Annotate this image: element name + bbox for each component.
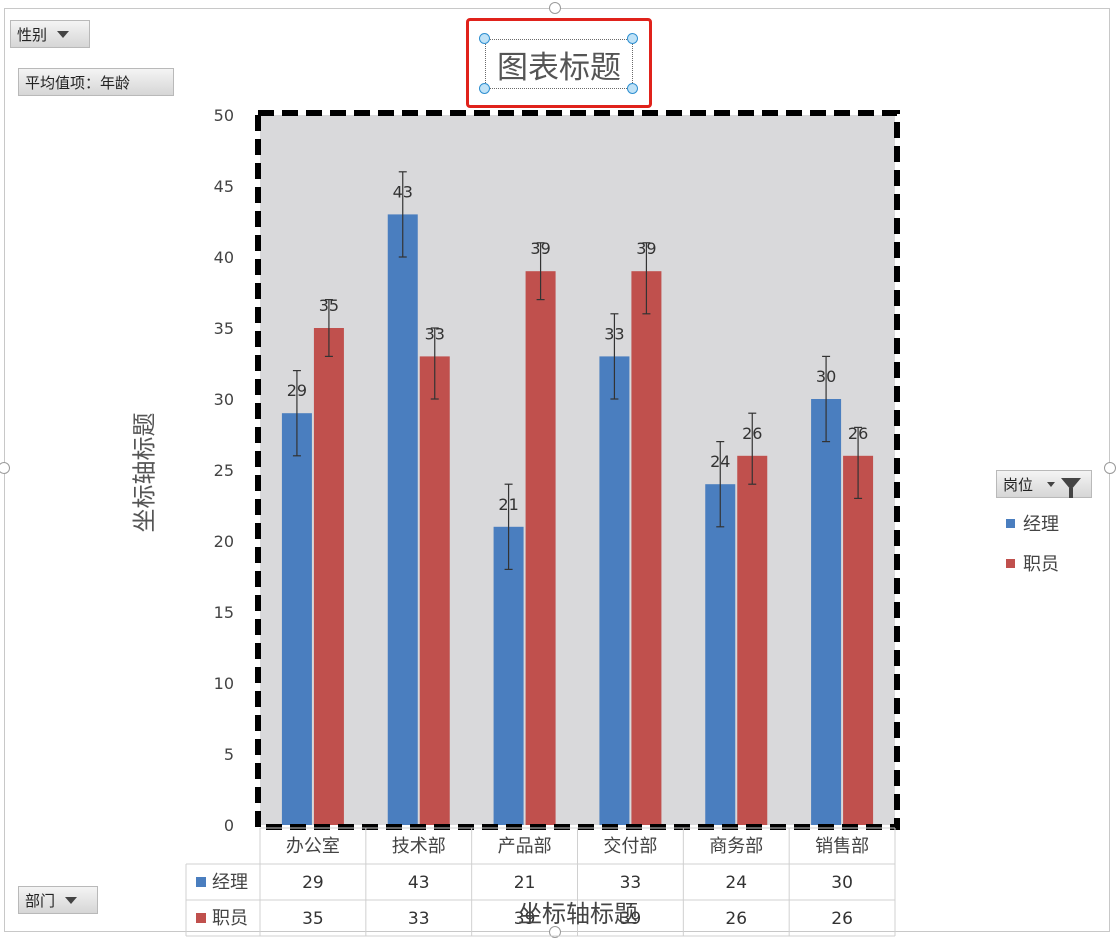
bar-staff: [525, 271, 556, 825]
resize-handle-top[interactable]: [549, 2, 561, 14]
title-handle-bl[interactable]: [479, 83, 490, 94]
table-legend-key: [196, 877, 206, 887]
data-label: 43: [393, 182, 413, 201]
y-tick-label: 0: [224, 816, 234, 835]
table-value: 24: [725, 873, 747, 893]
table-series-name: 经理: [212, 872, 248, 893]
table-value: 29: [302, 873, 324, 893]
bar-manager: [493, 526, 524, 825]
table-value: 30: [831, 873, 853, 893]
bar-staff: [419, 356, 450, 825]
x-category-label: 办公室: [286, 836, 340, 857]
x-category-label: 销售部: [815, 836, 869, 857]
value-field-button[interactable]: 平均值项：年龄: [18, 68, 174, 96]
x-category-label: 技术部: [392, 836, 446, 857]
table-value: 39: [620, 909, 642, 929]
data-label: 39: [530, 239, 550, 258]
data-label: 26: [848, 424, 868, 443]
y-tick-label: 25: [214, 461, 234, 480]
table-value: 26: [725, 909, 747, 929]
table-series-name: 职员: [212, 908, 248, 929]
gender-filter-button[interactable]: 性别: [10, 20, 90, 48]
plot-area-selection: [255, 110, 900, 830]
filter-icon: [1061, 478, 1082, 498]
position-filter-button[interactable]: 岗位: [996, 470, 1092, 498]
table-value: 21: [514, 873, 536, 893]
bar-staff: [631, 271, 662, 825]
data-label: 24: [710, 452, 730, 471]
x-axis-title: 坐标轴标题: [518, 900, 638, 928]
bar-manager: [811, 399, 842, 825]
gender-filter-label: 性别: [17, 25, 48, 44]
data-label: 35: [319, 296, 339, 315]
x-category-label: 商务部: [709, 836, 763, 857]
y-tick-label: 5: [224, 745, 234, 764]
bar-manager: [599, 356, 630, 825]
data-label: 33: [604, 324, 624, 343]
table-value: 33: [620, 873, 642, 893]
table-value: 43: [408, 873, 430, 893]
position-filter-label: 岗位: [1003, 475, 1034, 494]
title-handle-tr[interactable]: [627, 33, 638, 44]
bar-manager: [281, 413, 312, 825]
data-label: 39: [636, 239, 656, 258]
legend-label-manager: 经理: [1023, 514, 1059, 535]
legend-item-manager[interactable]: 经理: [1006, 510, 1059, 536]
bar-manager: [387, 214, 418, 825]
data-label: 33: [425, 324, 445, 343]
data-label: 30: [816, 367, 836, 386]
y-tick-label: 45: [214, 177, 234, 196]
title-handle-tl[interactable]: [479, 33, 490, 44]
legend-label-staff: 职员: [1023, 554, 1059, 575]
department-axis-label: 部门: [25, 891, 56, 910]
legend-swatch-manager: [1006, 518, 1015, 528]
y-tick-label: 10: [214, 674, 234, 693]
table-legend-key: [196, 913, 206, 923]
legend-swatch-staff: [1006, 558, 1015, 568]
department-axis-button[interactable]: 部门: [18, 886, 98, 914]
chart-title-highlight: 图表标题: [466, 18, 652, 108]
table-value: 39: [514, 909, 536, 929]
plot-area: [260, 115, 895, 825]
dropdown-arrow-icon: [65, 896, 78, 904]
data-label: 21: [498, 495, 518, 514]
bar-staff: [843, 455, 874, 825]
dropdown-arrow-icon: [1047, 481, 1056, 487]
y-tick-label: 35: [214, 319, 234, 338]
title-handle-br[interactable]: [627, 83, 638, 94]
y-tick-label: 40: [214, 248, 234, 267]
bar-manager: [705, 484, 736, 825]
legend-item-staff[interactable]: 职员: [1006, 550, 1059, 576]
y-tick-label: 20: [214, 532, 234, 551]
y-tick-label: 15: [214, 603, 234, 622]
table-value: 33: [408, 909, 430, 929]
bar-staff: [737, 455, 768, 825]
table-value: 35: [302, 909, 324, 929]
bar-staff: [313, 328, 344, 825]
x-category-label: 产品部: [498, 836, 552, 857]
x-category-label: 交付部: [603, 836, 657, 857]
table-value: 26: [831, 909, 853, 929]
value-field-label: 平均值项：年龄: [25, 73, 131, 92]
resize-handle-left[interactable]: [0, 462, 10, 474]
y-tick-label: 30: [214, 390, 234, 409]
dropdown-arrow-icon: [57, 30, 70, 38]
y-tick-label: 50: [214, 106, 234, 125]
data-label: 29: [287, 381, 307, 400]
data-label: 26: [742, 424, 762, 443]
chart-title[interactable]: 图表标题: [485, 39, 633, 89]
